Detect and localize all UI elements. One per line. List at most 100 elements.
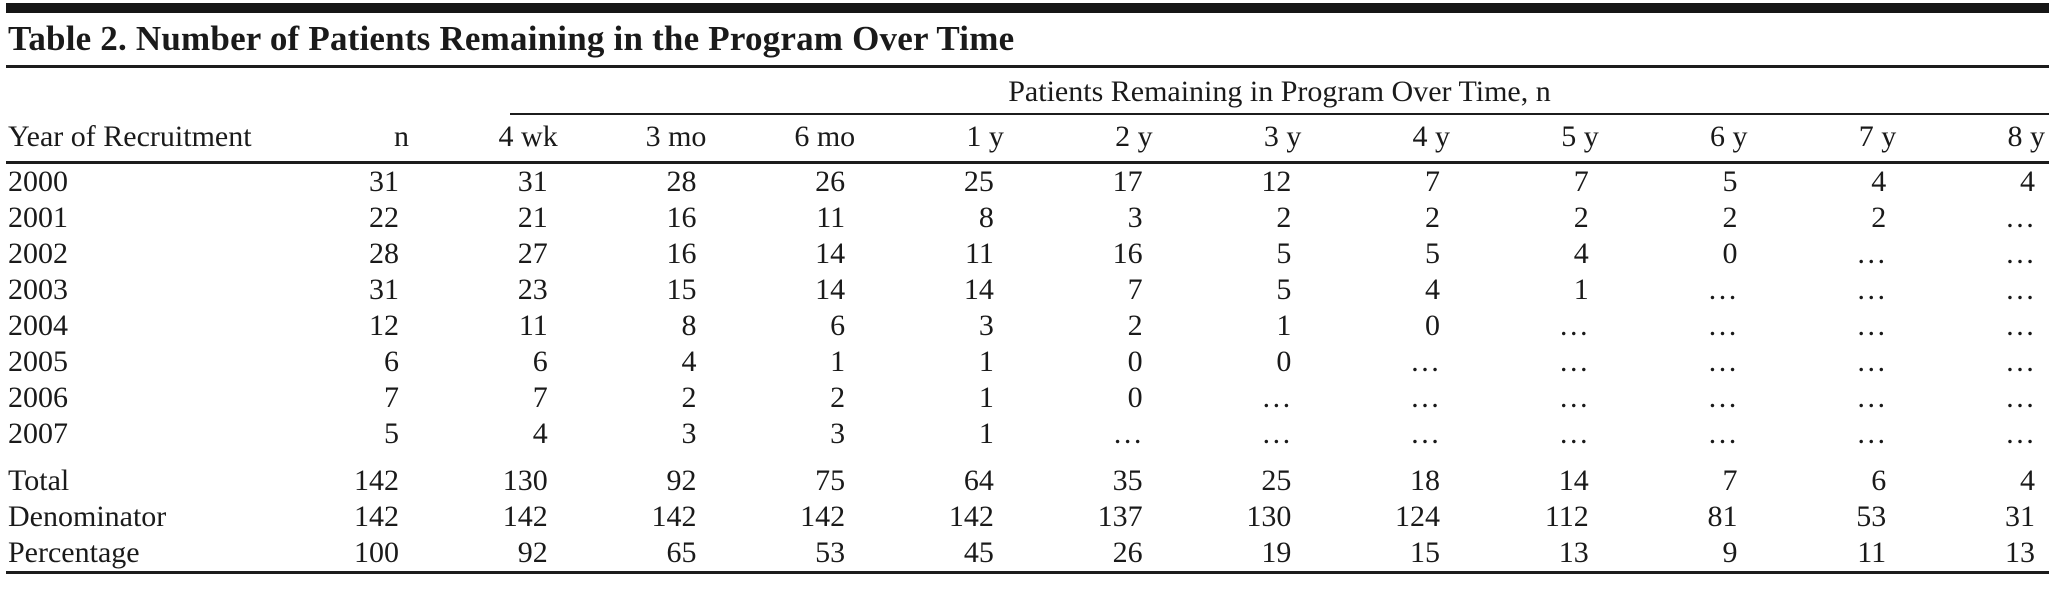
data-cell: 4: [2020, 164, 2035, 198]
data-cell: 112: [1544, 499, 1589, 533]
table-row-2006: 2006 7 7 2 2 1 0………………: [6, 380, 2049, 416]
data-cell: …: [1707, 308, 1738, 342]
data-cell: 137: [1097, 499, 1143, 533]
data-cell: 35: [1112, 463, 1143, 497]
patients-remaining-table: Patients Remaining in Program Over Time,…: [6, 70, 2049, 574]
data-cell: 45: [859, 534, 1008, 574]
table-body: 2000 31 31 28 26 25 17 12 7 7 5 4 4 2001 22 21 16 11 8 3 2 2 2…: [6, 162, 2049, 574]
data-cell: …: [2005, 416, 2035, 450]
column-header-6-y: 6 y: [1602, 115, 1752, 164]
data-cell: 31: [517, 164, 548, 198]
data-cell: 1: [978, 344, 994, 378]
data-cell: 4: [681, 344, 697, 378]
data-cell: …: [1707, 380, 1738, 414]
table-row-denominator: Denominator 142 142 142 142 142 137 130 124 112 81…: [6, 499, 2049, 535]
data-cell: 0: [1127, 344, 1143, 378]
data-cell: 2: [830, 380, 846, 414]
data-cell: 100: [321, 534, 413, 574]
table-row-2000: 2000 31 31 28 26 25 17 12 7 7 5 4 4: [6, 162, 2049, 200]
column-header-3-mo: 3 mo: [561, 115, 711, 164]
data-cell: 92: [413, 534, 562, 574]
column-header-n: n: [321, 115, 413, 164]
data-cell: 2: [1425, 200, 1441, 234]
column-header-year-of-recruitment: Year of Recruitment: [6, 115, 321, 164]
spanning-header-spacer: [6, 70, 413, 116]
data-cell: 23: [517, 272, 548, 306]
table-row-2005: 2005 6 6 4 1 1 0 0……………: [6, 344, 2049, 380]
data-cell: 7: [1127, 272, 1143, 306]
row-label: 2003: [8, 272, 68, 306]
data-cell: 75: [815, 463, 846, 497]
table-row-total: Total 142 130 92 75 64 35 25 18 14 7 6 4: [6, 452, 2049, 499]
data-cell: 6: [1871, 463, 1887, 497]
data-cell: 28: [369, 236, 399, 270]
data-cell: 9: [1602, 534, 1752, 574]
data-cell: 7: [1573, 164, 1589, 198]
data-cell: 142: [651, 499, 697, 533]
table-row-2003: 2003 31 23 15 14 14 7 5 4 1………: [6, 272, 2049, 308]
column-header-5-y: 5 y: [1454, 115, 1603, 164]
data-cell: 5: [1722, 164, 1738, 198]
data-cell: 5: [384, 416, 399, 450]
data-cell: …: [1856, 236, 1887, 270]
data-cell: 17: [1112, 164, 1143, 198]
data-cell: 3: [1127, 200, 1143, 234]
data-cell: 15: [1305, 534, 1455, 574]
data-cell: 81: [1707, 499, 1738, 533]
data-cell: 31: [369, 272, 399, 306]
data-cell: 13: [1900, 534, 2049, 574]
data-cell: 14: [815, 272, 846, 306]
data-cell: 0: [1127, 380, 1143, 414]
data-cell: …: [1707, 272, 1738, 306]
data-cell: …: [1707, 416, 1738, 450]
data-cell: 4: [2020, 463, 2035, 497]
data-cell: 31: [369, 164, 399, 198]
data-cell: 7: [384, 380, 399, 414]
data-cell: 1: [978, 380, 994, 414]
data-cell: 130: [1246, 499, 1292, 533]
data-cell: 3: [681, 416, 697, 450]
data-cell: 2: [1871, 200, 1887, 234]
data-cell: 4: [1573, 236, 1589, 270]
data-cell: …: [1558, 308, 1589, 342]
data-cell: 19: [1156, 534, 1306, 574]
data-cell: 11: [518, 308, 548, 342]
data-cell: …: [1856, 272, 1887, 306]
row-label: 2000: [8, 164, 68, 198]
data-cell: 1: [1573, 272, 1589, 306]
data-cell: 53: [1856, 499, 1887, 533]
data-cell: 18: [1410, 463, 1441, 497]
data-cell: 4: [1871, 164, 1887, 198]
data-cell: 25: [963, 164, 994, 198]
table-row-2007: 2007 5 4 3 3 1…………………: [6, 416, 2049, 452]
data-cell: 31: [2005, 499, 2035, 533]
row-label: 2002: [8, 236, 68, 270]
row-label: 2005: [8, 344, 68, 378]
data-cell: 7: [1722, 463, 1738, 497]
data-cell: 4: [532, 416, 548, 450]
data-cell: …: [1558, 416, 1589, 450]
data-cell: 3: [978, 308, 994, 342]
data-cell: 8: [681, 308, 697, 342]
data-cell: …: [2005, 380, 2035, 414]
column-header-3-y: 3 y: [1156, 115, 1306, 164]
table-header: Patients Remaining in Program Over Time,…: [6, 70, 2049, 164]
data-cell: 3: [830, 416, 846, 450]
data-cell: 26: [815, 164, 846, 198]
data-cell: 5: [1276, 272, 1292, 306]
data-cell: 16: [1112, 236, 1143, 270]
data-cell: 13: [1454, 534, 1603, 574]
data-cell: …: [1707, 344, 1738, 378]
spanning-header-row: Patients Remaining in Program Over Time,…: [6, 70, 2049, 116]
data-cell: 7: [1425, 164, 1441, 198]
data-cell: 11: [816, 200, 846, 234]
table-row-2001: 2001 22 21 16 11 8 3 2 2 2 2 2…: [6, 200, 2049, 236]
data-cell: …: [1558, 344, 1589, 378]
data-cell: 53: [710, 534, 860, 574]
data-cell: 142: [354, 499, 399, 533]
row-label: 2004: [8, 308, 68, 342]
table-row-2004: 2004 12 11 8 6 3 2 1 0…………: [6, 308, 2049, 344]
data-cell: 22: [369, 200, 399, 234]
data-cell: 12: [1261, 164, 1292, 198]
data-cell: …: [1856, 308, 1887, 342]
